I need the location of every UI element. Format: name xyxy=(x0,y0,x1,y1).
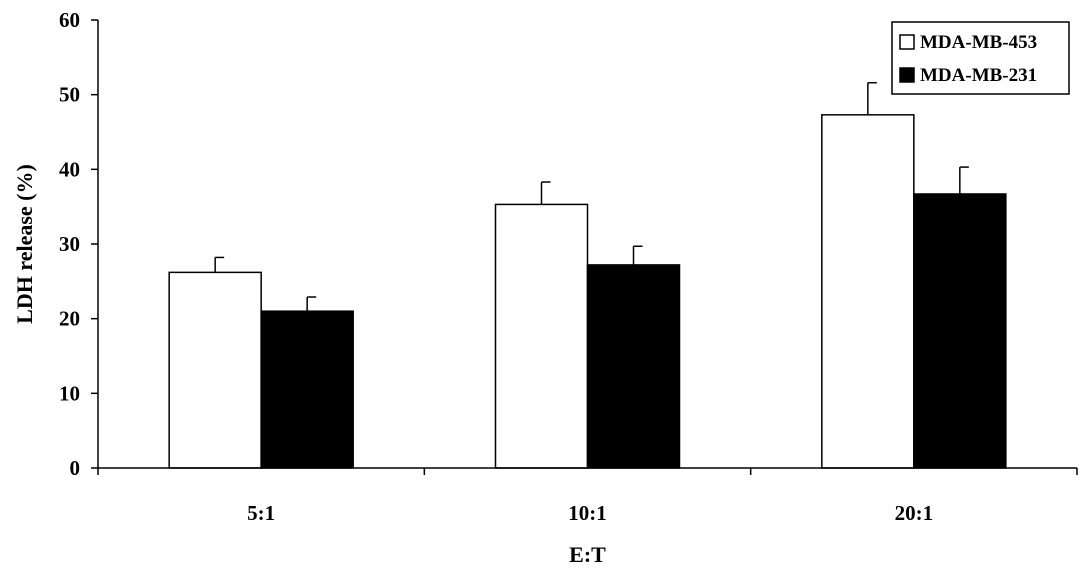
y-tick-label: 60 xyxy=(59,8,80,32)
legend-box xyxy=(891,21,1070,95)
bar-mda-mb-231-5-1 xyxy=(260,310,354,469)
bars-layer xyxy=(168,81,1007,469)
y-tick-label: 40 xyxy=(59,157,80,181)
ticks-layer: 0 10 20 30 40 50 60 5:1 10:1 20:1 xyxy=(59,8,1078,525)
bar-mda-mb-453-20-1 xyxy=(821,114,915,469)
x-tick-label: 5:1 xyxy=(247,501,275,525)
y-tick-label: 0 xyxy=(70,456,81,480)
y-tick-label: 10 xyxy=(59,381,80,405)
legend-label-mda-mb-231: MDA-MB-231 xyxy=(920,65,1037,86)
legend-swatch-mda-mb-231 xyxy=(899,67,915,83)
legend-swatch-mda-mb-453 xyxy=(899,34,915,50)
legend: MDA-MB-453 MDA-MB-231 xyxy=(891,21,1070,95)
bar-mda-mb-231-10-1 xyxy=(586,264,681,469)
x-tick-label: 10:1 xyxy=(568,501,607,525)
x-axis-title: E:T xyxy=(569,542,606,567)
bar-mda-mb-231-20-1 xyxy=(913,193,1007,469)
y-tick-label: 20 xyxy=(59,307,80,331)
bar-mda-mb-453-10-1 xyxy=(494,203,589,469)
legend-label-mda-mb-453: MDA-MB-453 xyxy=(920,32,1037,53)
y-tick-label: 50 xyxy=(59,83,80,107)
x-tick-label: 20:1 xyxy=(895,501,934,525)
y-axis-title: LDH release (%) xyxy=(12,164,37,324)
bar-mda-mb-453-5-1 xyxy=(168,271,262,469)
y-tick-label: 30 xyxy=(59,232,80,256)
